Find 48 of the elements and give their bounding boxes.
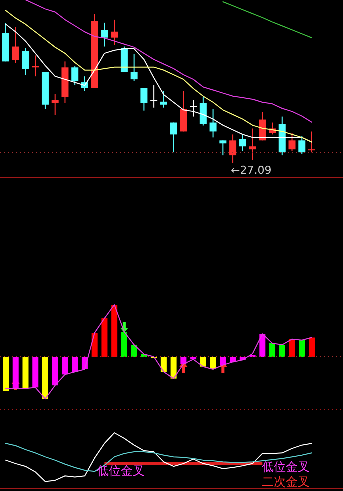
candlestick [101,22,108,48]
bar [52,357,58,386]
candlestick [239,134,246,152]
bar [260,334,266,357]
bar [72,357,78,372]
candlestick [249,128,256,161]
bar [42,357,48,400]
annotation: 低位金叉 [97,464,145,478]
candlestick [200,96,207,126]
candlestick [170,122,178,154]
bar [200,357,206,367]
bar [112,305,118,357]
candlestick [210,108,217,138]
candlestick [130,54,138,82]
bar [160,357,167,372]
candlestick [32,55,40,78]
candlestick [308,131,316,154]
bar [131,345,138,357]
candlestick [140,88,148,112]
candlestick [190,100,198,118]
candlestick [288,132,296,152]
candlestick [220,140,227,156]
candlestick [12,26,20,64]
bar [22,357,29,389]
candlestick [298,136,306,155]
candlestick [150,85,158,108]
candlestick [230,134,237,164]
bar [92,333,98,357]
bar [102,318,108,357]
annotation: 低位金叉 [262,460,310,474]
bar [289,339,296,357]
bar [309,338,315,357]
bar [210,357,216,370]
candlestick [72,66,79,86]
candlestick [52,94,59,116]
bar [270,343,276,357]
bar [299,340,306,357]
candlestick [180,90,188,132]
candlestick [160,90,168,108]
bar [62,357,68,375]
bar [3,357,9,392]
bar [32,357,39,388]
bar [279,345,286,357]
annotation: 二次金叉 [262,475,310,489]
annotation: ←27.09 [231,164,272,177]
candlestick [111,19,118,46]
bar [170,357,177,379]
candlestick [22,48,30,76]
